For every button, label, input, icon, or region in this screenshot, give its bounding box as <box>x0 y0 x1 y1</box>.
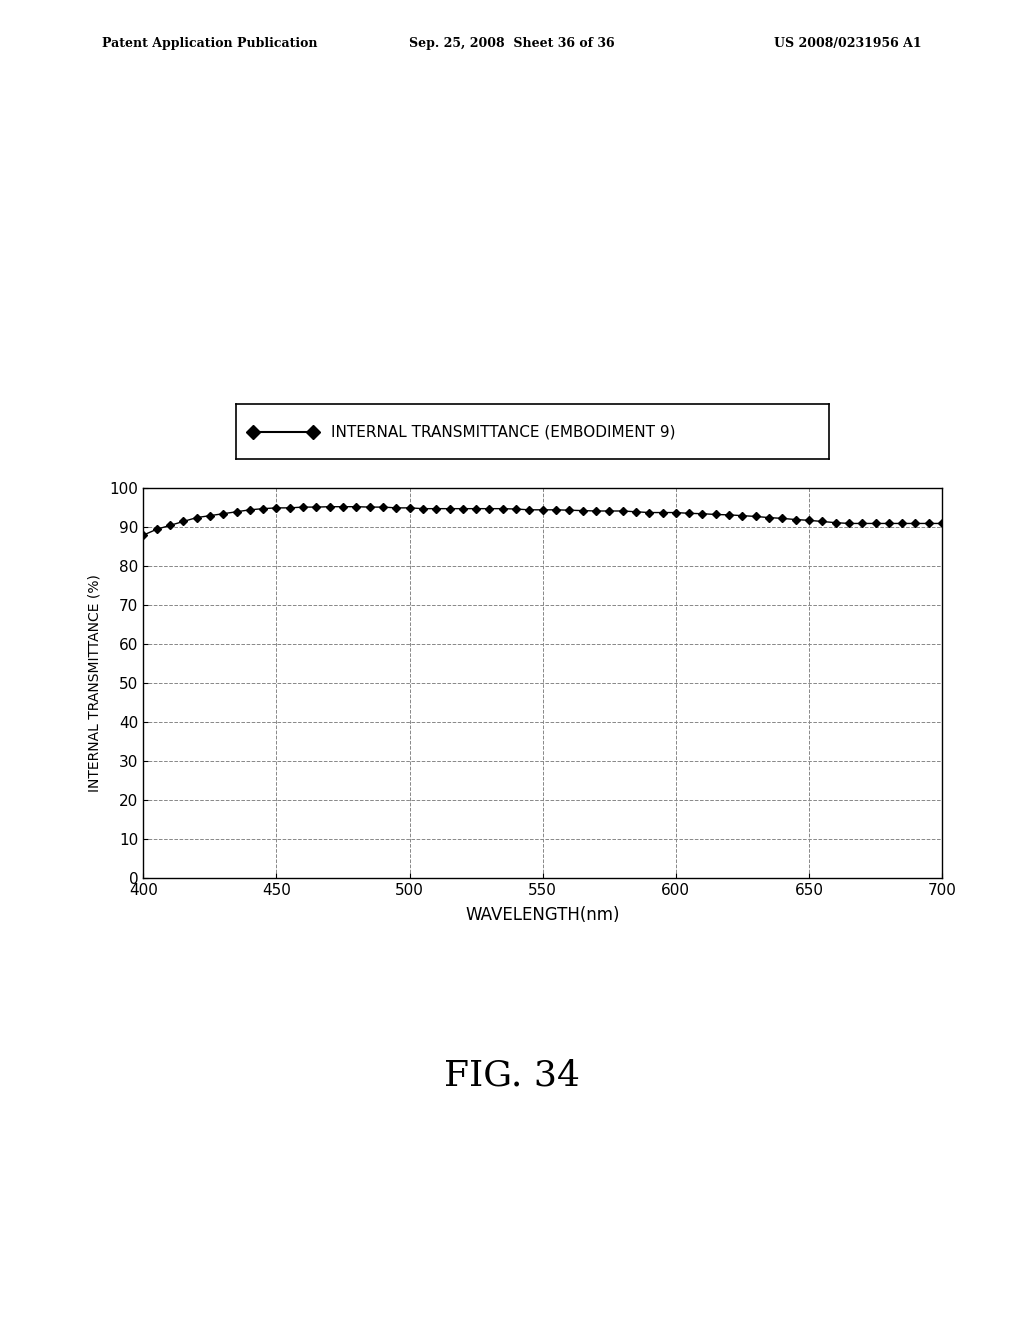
Text: Patent Application Publication: Patent Application Publication <box>102 37 317 50</box>
X-axis label: WAVELENGTH(nm): WAVELENGTH(nm) <box>466 906 620 924</box>
Text: US 2008/0231956 A1: US 2008/0231956 A1 <box>774 37 922 50</box>
Y-axis label: INTERNAL TRANSMITTANCE (%): INTERNAL TRANSMITTANCE (%) <box>87 574 101 792</box>
Text: INTERNAL TRANSMITTANCE (EMBODIMENT 9): INTERNAL TRANSMITTANCE (EMBODIMENT 9) <box>331 424 675 440</box>
Text: Sep. 25, 2008  Sheet 36 of 36: Sep. 25, 2008 Sheet 36 of 36 <box>410 37 614 50</box>
Text: FIG. 34: FIG. 34 <box>444 1059 580 1093</box>
